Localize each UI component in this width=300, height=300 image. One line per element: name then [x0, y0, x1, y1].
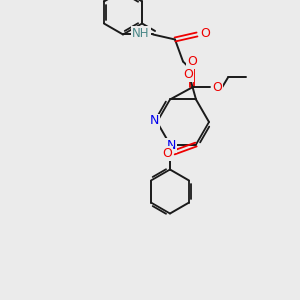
Text: O: O	[200, 27, 210, 40]
Text: N: N	[149, 115, 159, 128]
Text: N: N	[166, 139, 176, 152]
Text: O: O	[162, 147, 172, 160]
Text: O: O	[183, 68, 193, 81]
Text: O: O	[187, 55, 197, 68]
Text: NH: NH	[132, 27, 150, 40]
Text: O: O	[212, 81, 222, 94]
